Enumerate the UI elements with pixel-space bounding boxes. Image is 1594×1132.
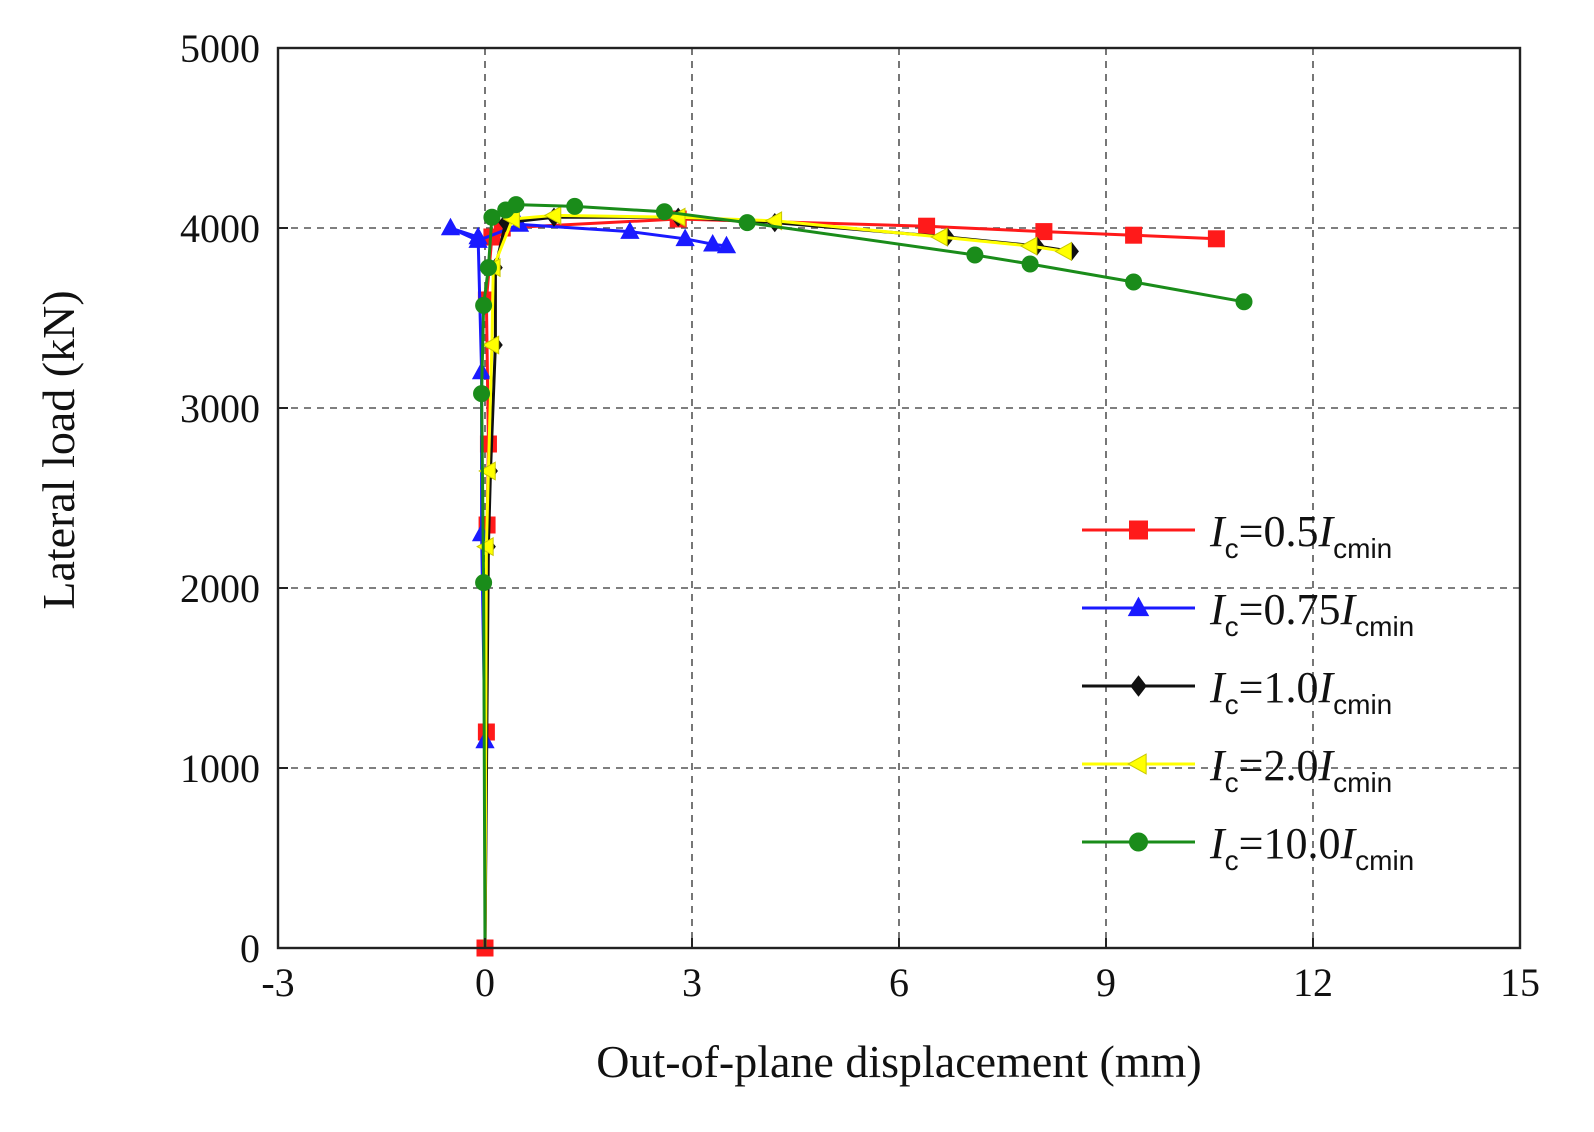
y-axis-title: Lateral load (kN) — [33, 290, 84, 609]
legend-label-part: I — [1339, 819, 1357, 868]
legend-marker — [1129, 520, 1148, 540]
y-tick-label: 3000 — [180, 386, 260, 431]
series-4 — [473, 196, 1253, 949]
data-point — [481, 335, 500, 355]
series-layer — [440, 196, 1253, 957]
legend-marker — [1127, 596, 1150, 617]
series-3 — [476, 205, 1072, 949]
x-tick-label: 3 — [682, 960, 702, 1005]
data-point — [566, 197, 584, 215]
data-point — [966, 246, 984, 264]
legend-item-0: Ic=0.5Icmin — [1082, 507, 1392, 564]
data-point — [1054, 241, 1072, 262]
legend-label-part: cmin — [1355, 611, 1414, 642]
legend-label: Ic=2.0Icmin — [1209, 741, 1392, 798]
data-point — [479, 259, 497, 277]
data-point — [1207, 230, 1225, 248]
x-tick-label: 9 — [1096, 960, 1116, 1005]
data-point — [930, 227, 948, 247]
x-tick-label: -3 — [261, 960, 294, 1005]
x-axis-title: Out-of-plane displacement (mm) — [596, 1036, 1201, 1087]
legend-label-part: =2.0 — [1239, 741, 1319, 790]
legend-label-part: c — [1225, 845, 1239, 876]
x-tick-label: 0 — [475, 960, 495, 1005]
data-point — [475, 574, 493, 592]
legend-label-part: I — [1209, 819, 1227, 868]
data-point — [655, 203, 673, 221]
y-tick-label: 1000 — [180, 746, 260, 791]
legend-label-part: c — [1225, 611, 1239, 642]
x-tick-label: 6 — [889, 960, 909, 1005]
legend-label-part: I — [1209, 507, 1227, 556]
legend-label-part: =1.0 — [1239, 663, 1319, 712]
legend-marker — [1129, 832, 1148, 852]
y-tick-label: 2000 — [180, 566, 260, 611]
data-point — [1235, 293, 1253, 311]
x-tick-label: 15 — [1500, 960, 1540, 1005]
data-point — [543, 205, 562, 226]
series-line — [483, 215, 1072, 949]
data-point — [918, 217, 936, 235]
legend-label: Ic=10.0Icmin — [1209, 819, 1414, 876]
series-0 — [476, 210, 1225, 957]
legend-label-part: I — [1317, 741, 1335, 790]
data-point — [1019, 236, 1038, 256]
data-point — [473, 385, 491, 403]
legend-marker — [1130, 675, 1147, 697]
legend-label-part: cmin — [1333, 689, 1392, 720]
legend-label-part: I — [1339, 585, 1357, 634]
series-line — [480, 203, 1245, 949]
data-point — [675, 228, 695, 247]
legend-label-part: c — [1225, 767, 1239, 798]
legend-item-3: Ic=2.0Icmin — [1082, 741, 1392, 798]
legend-marker — [1127, 753, 1147, 775]
legend-label-part: =10.0 — [1239, 819, 1341, 868]
legend-label: Ic=0.75Icmin — [1209, 585, 1414, 642]
y-tick-label: 5000 — [180, 26, 260, 71]
data-point — [1021, 255, 1039, 273]
legend-item-2: Ic=1.0Icmin — [1082, 663, 1392, 720]
legend-label-part: =0.5 — [1239, 507, 1319, 556]
data-point — [716, 235, 737, 254]
data-point — [507, 196, 525, 214]
data-point — [483, 208, 501, 226]
grid-lines — [278, 48, 1520, 948]
series-2 — [481, 207, 1079, 949]
data-point — [738, 214, 756, 232]
legend-label-part: c — [1225, 689, 1239, 720]
data-point — [476, 536, 494, 557]
data-point — [475, 296, 493, 314]
legend-label-part: I — [1209, 741, 1227, 790]
data-point — [468, 230, 488, 248]
legend-label-part: I — [1317, 507, 1335, 556]
legend-label-part: cmin — [1355, 845, 1414, 876]
data-point — [703, 233, 723, 252]
data-point — [1125, 226, 1143, 244]
data-point — [1125, 273, 1143, 291]
legend-item-4: Ic=10.0Icmin — [1082, 819, 1414, 876]
legend-label: Ic=1.0Icmin — [1209, 663, 1392, 720]
data-point — [478, 461, 496, 481]
legend-item-1: Ic=0.75Icmin — [1082, 585, 1414, 642]
legend-label: Ic=0.5Icmin — [1209, 507, 1392, 564]
legend: Ic=0.5IcminIc=0.75IcminIc=1.0IcminIc=2.0… — [1082, 507, 1414, 876]
data-point — [440, 217, 461, 236]
legend-label-part: cmin — [1333, 533, 1392, 564]
y-tick-label: 4000 — [180, 206, 260, 251]
data-point — [620, 221, 640, 239]
legend-label-part: cmin — [1333, 767, 1392, 798]
legend-label-part: I — [1209, 585, 1227, 634]
legend-label-part: =0.75 — [1239, 585, 1341, 634]
data-point — [1035, 223, 1053, 241]
legend-label-part: I — [1209, 663, 1227, 712]
legend-label-part: c — [1225, 533, 1239, 564]
series-line — [483, 213, 1065, 949]
y-tick-label: 0 — [240, 926, 260, 971]
x-tick-label: 12 — [1293, 960, 1333, 1005]
legend-label-part: I — [1317, 663, 1335, 712]
